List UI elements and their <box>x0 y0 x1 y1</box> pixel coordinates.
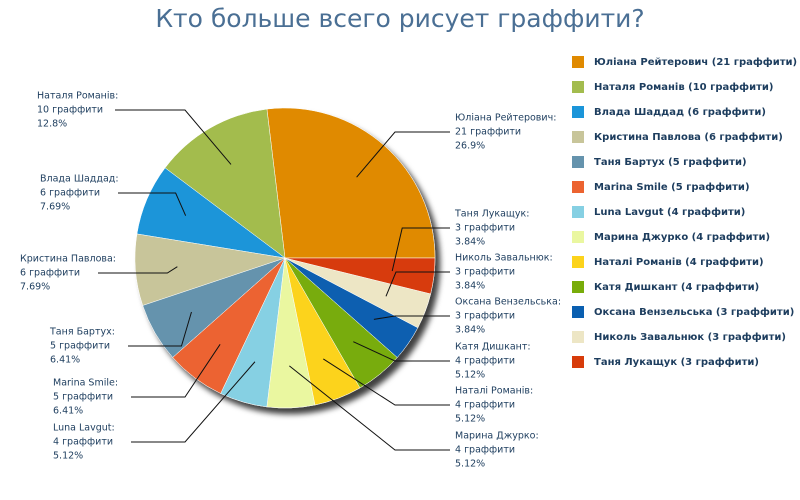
pie-slice <box>284 257 436 295</box>
callout-line <box>289 365 450 451</box>
callout-count: 3 граффити <box>455 267 515 278</box>
callout-name: Катя Дишкант: <box>455 342 531 353</box>
callout-name: Николь Завальнюк: <box>455 253 553 264</box>
callout-name: Luna Lavgut: <box>53 423 115 434</box>
legend-label: Наталя Романів (10 граффити) <box>594 81 773 93</box>
legend-label: Luna Lavgut (4 граффити) <box>594 206 745 218</box>
callout-count: 4 граффити <box>455 400 515 411</box>
callout-line <box>118 192 187 216</box>
callout-line <box>131 361 256 443</box>
callout-count: 6 граффити <box>20 268 80 279</box>
legend-swatch <box>572 231 584 243</box>
callout-count: 3 граффити <box>455 223 515 234</box>
callout-name: Таня Лукащук: <box>454 209 529 220</box>
legend-label: Кристина Павлова (6 граффити) <box>594 131 783 143</box>
legend-swatch <box>572 156 584 168</box>
callout-percent: 5.12% <box>455 414 485 425</box>
legend-swatch <box>572 281 584 293</box>
callout-percent: 5.12% <box>455 459 485 470</box>
callout-percent: 6.41% <box>50 355 80 366</box>
callout-percent: 7.69% <box>40 202 70 213</box>
callout-name: Marina Smile: <box>53 378 118 389</box>
callout-percent: 3.84% <box>455 281 485 292</box>
callout-name: Наталі Романів: <box>455 386 533 397</box>
legend-label: Юліана Рейтерович (21 граффити) <box>594 56 797 68</box>
legend-swatch <box>572 206 584 218</box>
chart-title: Кто больше всего рисует граффити? <box>155 4 644 33</box>
legend-label: Катя Дишкант (4 граффити) <box>594 281 759 293</box>
callout-line <box>131 344 221 398</box>
pie <box>134 107 436 409</box>
callout-name: Наталя Романів: <box>37 91 118 102</box>
callout-line <box>391 227 450 272</box>
callout-percent: 5.12% <box>53 451 83 462</box>
callout-percent: 12.8% <box>37 119 67 130</box>
callout-name: Влада Шаддад: <box>40 174 119 185</box>
callout-percent: 5.12% <box>455 370 485 381</box>
callout-percent: 3.84% <box>455 325 485 336</box>
legend-swatch <box>572 181 584 193</box>
callout-count: 5 граффити <box>50 341 110 352</box>
callout-line <box>128 311 192 347</box>
legend-label: Наталі Романів (4 граффити) <box>594 256 764 268</box>
legend-label: Marina Smile (5 граффити) <box>594 181 750 193</box>
callout-line <box>385 271 450 297</box>
callout-percent: 26.9% <box>455 141 485 152</box>
legend-label: Оксана Вензельська (3 граффити) <box>594 306 794 318</box>
callout-percent: 3.84% <box>455 237 485 248</box>
callout-line <box>373 315 450 320</box>
callout-name: Таня Бартух: <box>49 327 115 338</box>
legend-swatch <box>572 81 584 93</box>
callout-count: 4 граффити <box>455 356 515 367</box>
callout-line <box>323 358 450 406</box>
pie-slice <box>164 108 286 259</box>
legend-label: Влада Шаддад (6 граффити) <box>594 106 766 118</box>
callout-name: Юліана Рейтерович: <box>455 113 556 124</box>
legend-label: Таня Бартух (5 граффити) <box>594 156 747 168</box>
legend-swatch <box>572 106 584 118</box>
legend-swatch <box>572 306 584 318</box>
callout-count: 6 граффити <box>40 188 100 199</box>
callout-name: Оксана Вензельська: <box>455 297 561 308</box>
callout-count: 4 граффити <box>455 445 515 456</box>
callout-count: 4 граффити <box>53 437 113 448</box>
callout-count: 10 граффити <box>37 105 103 116</box>
callout-percent: 7.69% <box>20 282 50 293</box>
callout-percent: 6.41% <box>53 406 83 417</box>
callout-line <box>356 131 450 178</box>
legend-label: Николь Завальнюк (3 граффити) <box>594 331 786 343</box>
callout-name: Кристина Павлова: <box>20 254 116 265</box>
legend-swatch <box>572 331 584 343</box>
callout-name: Марина Джурко: <box>455 431 539 442</box>
callout-line <box>98 266 178 274</box>
pie-slice <box>266 107 436 259</box>
callout-line <box>353 341 450 362</box>
legend-swatch <box>572 131 584 143</box>
legend-swatch <box>572 356 584 368</box>
callout-count: 5 граффити <box>53 392 113 403</box>
callout-count: 3 граффити <box>455 311 515 322</box>
legend-swatch <box>572 256 584 268</box>
legend-label: Таня Лукащук (3 граффити) <box>594 356 759 368</box>
callout-line <box>115 109 232 165</box>
legend-swatch <box>572 56 584 68</box>
legend-label: Марина Джурко (4 граффити) <box>594 231 770 243</box>
callout-count: 21 граффити <box>455 127 521 138</box>
